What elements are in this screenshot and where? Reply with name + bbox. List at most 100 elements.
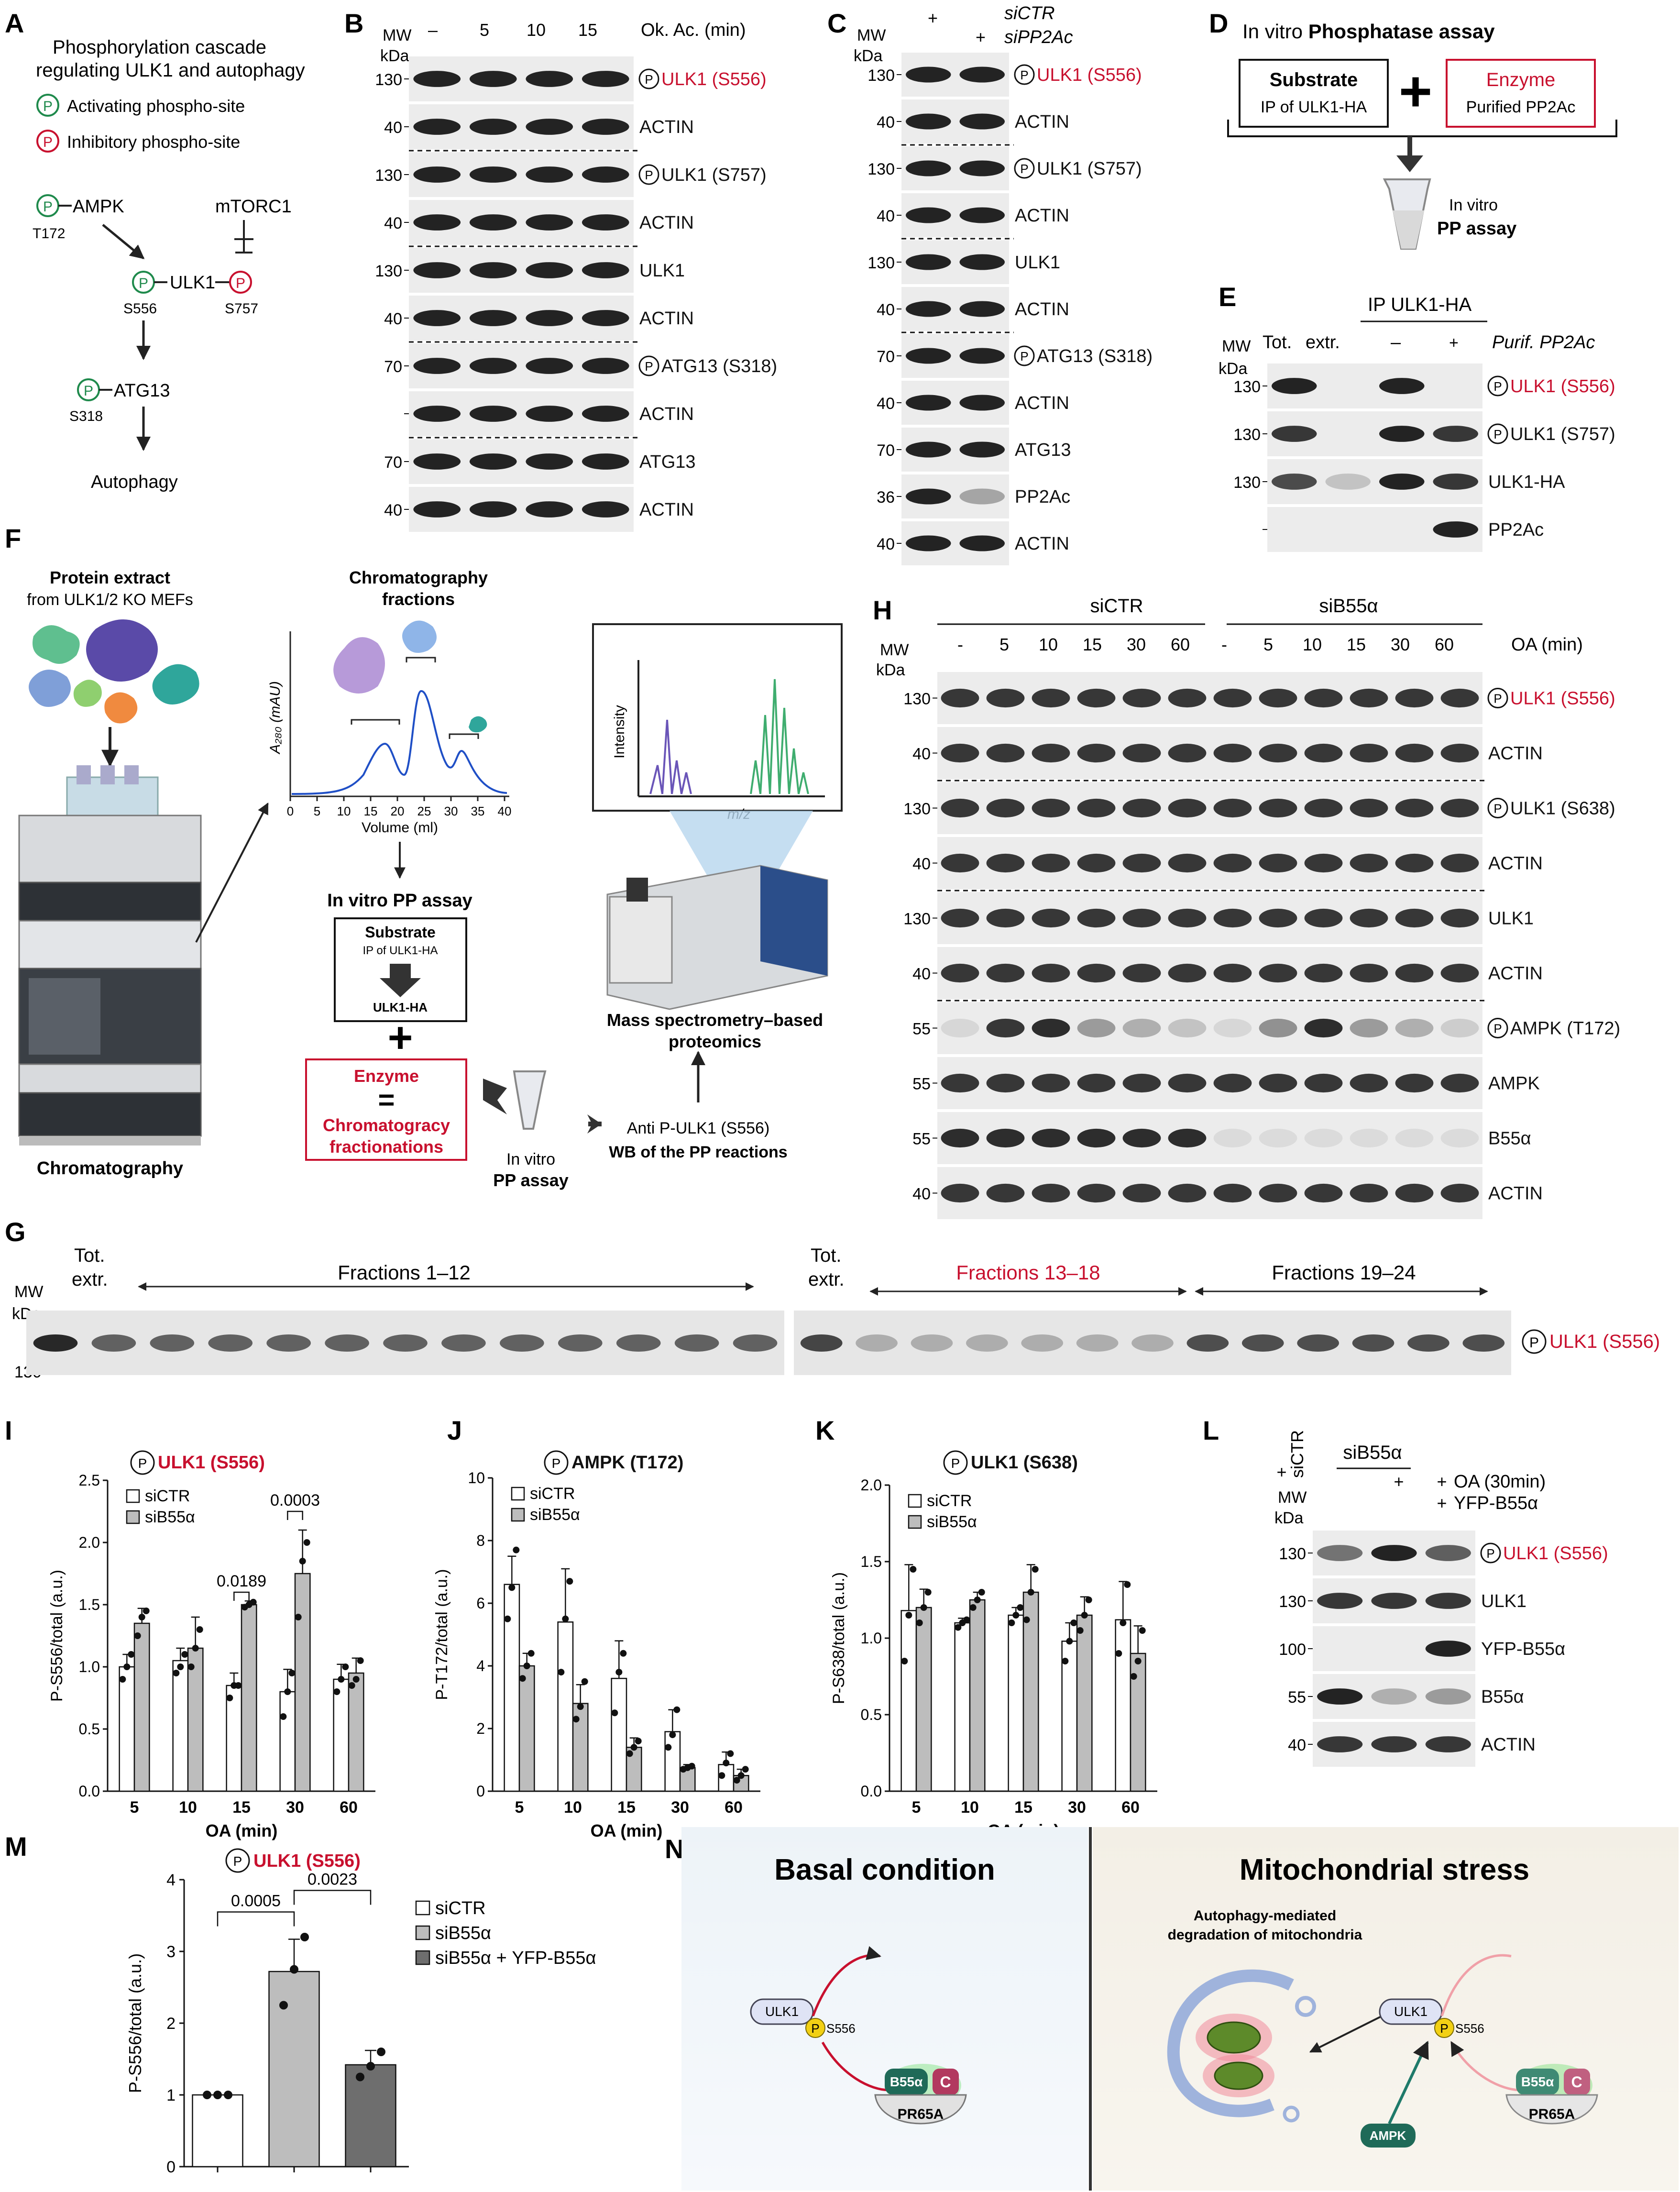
sictr-group-label: siCTR (1090, 595, 1143, 617)
blot-band (1350, 743, 1388, 763)
blot-row-label: ACTIN (1488, 854, 1543, 874)
phagophore-icon (1167, 1969, 1294, 2117)
blot-band (1213, 963, 1252, 983)
x-tick-label: 30 (671, 1798, 689, 1817)
y-tick-label: 8 (476, 1532, 485, 1549)
blot-band (1440, 1128, 1479, 1148)
mw-marker: 40 (877, 207, 895, 225)
panel-e: E MW kDa Tot. extr. IP ULK1-HA – + Purif… (1219, 282, 1615, 552)
mw-marker: 130 (867, 66, 895, 85)
data-point (508, 1584, 516, 1591)
blot-band (469, 406, 517, 422)
data-point (615, 1669, 623, 1676)
basal-title: Basal condition (774, 1853, 995, 1886)
activating-site-icon (36, 94, 59, 117)
blot-band (1168, 963, 1207, 983)
svg-text:P: P (84, 383, 93, 399)
mw-marker: 130 (1233, 426, 1261, 444)
data-point (673, 1706, 681, 1713)
blot-band (1425, 1736, 1471, 1752)
blot-band (966, 1334, 1008, 1352)
blot-band (941, 1183, 979, 1203)
blot-band (1371, 1593, 1417, 1609)
blot-band (941, 963, 979, 983)
legend-swatch (415, 1925, 430, 1940)
blot-band (1077, 1018, 1116, 1038)
blot-band (325, 1334, 369, 1352)
blot-band (1317, 1593, 1363, 1609)
x-tick-label: 30 (1068, 1798, 1086, 1817)
oa-label: OA (min) (1511, 635, 1583, 655)
blot-band (469, 119, 517, 135)
blot-band (1131, 1334, 1174, 1352)
y-tick-label: 1.5 (79, 1596, 100, 1613)
phospho-p-letter: P (1020, 349, 1028, 363)
data-point (581, 1678, 588, 1685)
blot-band (469, 358, 517, 374)
data-point (1032, 1566, 1039, 1573)
blot-band (1077, 963, 1116, 983)
lane-plus: + (1437, 1472, 1447, 1491)
panel-letter: J (447, 1415, 462, 1445)
chromatogram-trace (291, 690, 507, 795)
blot-band (1371, 1688, 1417, 1705)
x-tick-label: 5 (515, 1798, 524, 1817)
blot-band (959, 66, 1005, 83)
merge-arrow-icon (483, 1079, 507, 1114)
data-point (192, 1645, 199, 1652)
blot-band (1350, 1183, 1388, 1203)
p-value: 0.0023 (307, 1871, 357, 1889)
panel-h-lanes: - 5 10 15 30 60 - 5 10 15 30 60 (957, 635, 1454, 654)
s556-basal: S556 (826, 2021, 856, 2036)
blot-band (1241, 1334, 1284, 1352)
y-axis-label: P-S638/total (a.u.) (830, 1572, 848, 1704)
mass-spectrometer-icon (606, 865, 828, 1010)
blot-band (1021, 1334, 1064, 1352)
blot-band (616, 1334, 661, 1352)
spectrum-box (592, 623, 843, 812)
blot-strip (937, 1002, 1482, 1054)
panel-h-blot: 130 P ULK1 (S556) 40 ACTIN 130 P ULK1 (S638) 40 A… (903, 672, 1620, 1219)
blot-band (1077, 798, 1116, 818)
fractions-19-24: Fractions 19–24 (1272, 1261, 1416, 1284)
fractions-13-18: Fractions 13–18 (956, 1261, 1100, 1284)
mw-marker: 130 (903, 690, 931, 708)
blot-row-label: ACTIN (1488, 744, 1543, 764)
chart-title: ULK1 (S556) (158, 1453, 265, 1473)
blot-band (1259, 1073, 1297, 1093)
phospho-p-letter: P (1493, 379, 1502, 394)
data-point (905, 1612, 912, 1619)
blot-band (986, 908, 1025, 928)
data-point (177, 1663, 184, 1670)
blot-band (150, 1334, 195, 1352)
phospho-p-letter: P (1020, 68, 1028, 82)
blot-band (91, 1334, 136, 1352)
blot-band (1259, 1018, 1297, 1038)
phospho-p-letter: P (951, 1456, 960, 1471)
legend-label: siCTR (145, 1487, 190, 1505)
blot-row-label: AMPK (1488, 1074, 1540, 1094)
x-tick-label: 15 (232, 1798, 251, 1817)
atg13-label: ATG13 (114, 381, 170, 401)
blot-row-label: ULK1 (S556) (661, 69, 767, 89)
panel-g: G MW kDa 130 Tot. extr. Fractions 1–12 F… (5, 1217, 1660, 1381)
y-axis-label: P-T172/total (a.u.) (433, 1569, 451, 1700)
data-point (969, 1604, 977, 1611)
blot-band (413, 453, 461, 470)
plus-sign: + (1399, 59, 1432, 123)
blot-strip (937, 892, 1482, 944)
mw-marker: 130 (1233, 378, 1261, 396)
y-tick-label: 1.0 (79, 1658, 100, 1675)
data-point (1027, 1589, 1034, 1596)
chromatogram-tick: 15 (364, 804, 378, 818)
data-point (288, 1670, 296, 1676)
lane-label: 10 (1039, 635, 1058, 654)
mw-marker: 40 (877, 395, 895, 413)
bar (1076, 1614, 1093, 1792)
blot-band (1395, 908, 1434, 928)
f-substrate-title: Substrate (365, 924, 436, 941)
blot-band (1379, 474, 1425, 490)
chromatogram-tick: 0 (287, 804, 294, 818)
data-point (119, 1676, 126, 1683)
mw-label: MW (1278, 1488, 1307, 1507)
